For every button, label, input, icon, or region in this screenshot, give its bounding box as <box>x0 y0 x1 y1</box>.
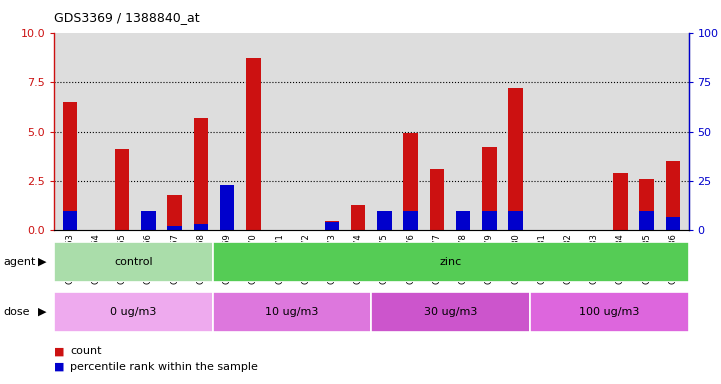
Bar <box>404 134 418 230</box>
Bar <box>213 242 689 282</box>
Bar <box>194 225 208 230</box>
Bar <box>324 222 339 230</box>
Bar <box>220 185 234 230</box>
Text: zinc: zinc <box>440 257 461 267</box>
Text: 10 ug/m3: 10 ug/m3 <box>265 307 319 317</box>
Bar <box>640 179 654 230</box>
Bar <box>54 242 213 282</box>
Bar <box>194 118 208 230</box>
Text: 100 ug/m3: 100 ug/m3 <box>579 307 640 317</box>
Bar <box>371 292 530 332</box>
Text: percentile rank within the sample: percentile rank within the sample <box>70 362 258 372</box>
Bar <box>482 147 497 230</box>
Bar <box>141 210 156 230</box>
Text: count: count <box>70 346 102 356</box>
Bar <box>665 161 680 230</box>
Text: ▶: ▶ <box>38 257 47 267</box>
Bar <box>404 210 418 230</box>
Bar <box>640 210 654 230</box>
Bar <box>665 217 680 230</box>
Bar <box>246 58 260 230</box>
Text: ■: ■ <box>54 362 65 372</box>
Bar <box>351 205 366 230</box>
Bar <box>508 210 523 230</box>
Bar <box>530 292 689 332</box>
Text: ■: ■ <box>54 346 65 356</box>
Bar <box>167 227 182 230</box>
Text: dose: dose <box>4 307 30 317</box>
Text: ▶: ▶ <box>38 307 47 317</box>
Bar <box>54 292 213 332</box>
Bar <box>456 213 470 230</box>
Bar <box>482 210 497 230</box>
Text: 30 ug/m3: 30 ug/m3 <box>424 307 477 317</box>
Bar <box>613 173 627 230</box>
Bar <box>167 195 182 230</box>
Bar <box>456 210 470 230</box>
Bar <box>213 292 371 332</box>
Bar <box>115 149 130 230</box>
Text: GDS3369 / 1388840_at: GDS3369 / 1388840_at <box>54 12 200 25</box>
Bar <box>63 210 77 230</box>
Text: control: control <box>114 257 153 267</box>
Bar <box>508 88 523 230</box>
Bar <box>430 169 444 230</box>
Bar <box>63 102 77 230</box>
Bar <box>377 210 392 230</box>
Text: agent: agent <box>4 257 36 267</box>
Bar <box>324 220 339 230</box>
Text: 0 ug/m3: 0 ug/m3 <box>110 307 156 317</box>
